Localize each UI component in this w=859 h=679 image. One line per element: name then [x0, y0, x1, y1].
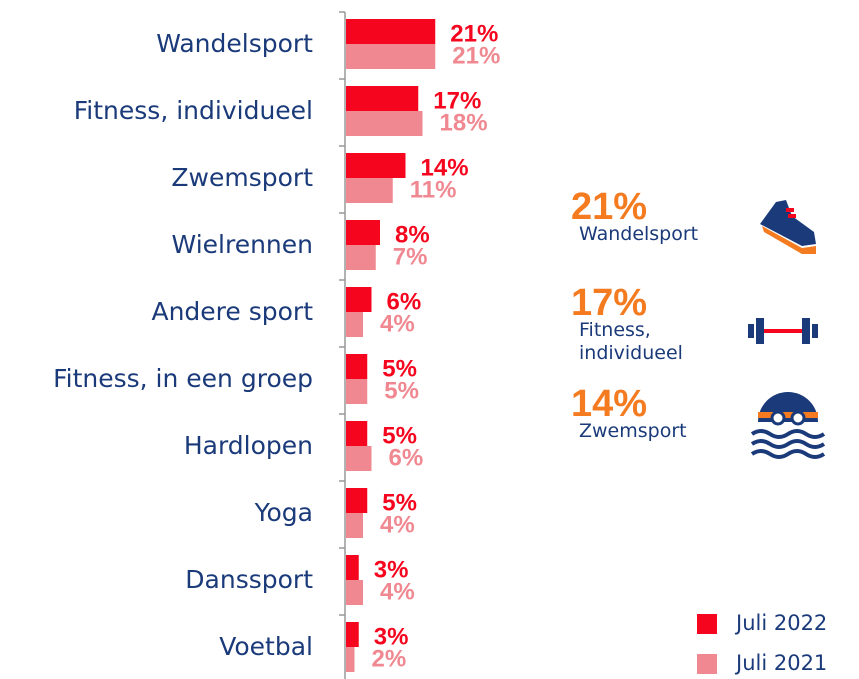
value-label: 6%	[387, 288, 422, 315]
category-label: Wandelsport	[156, 29, 313, 58]
value-label: 4%	[380, 511, 415, 538]
bar	[346, 379, 368, 404]
value-label: 4%	[380, 310, 415, 337]
bar	[346, 421, 368, 446]
category-label: Yoga	[254, 498, 313, 527]
value-label: 21%	[450, 20, 498, 47]
bar	[346, 580, 363, 605]
value-label: 6%	[389, 444, 424, 471]
legend-swatch	[697, 614, 717, 634]
category-label: Zwemsport	[171, 163, 313, 192]
value-label: 5%	[384, 377, 419, 404]
legend-label: Juli 2021	[734, 651, 827, 675]
value-label: 3%	[374, 623, 409, 650]
category-label: Danssport	[185, 565, 313, 594]
bar	[346, 513, 363, 538]
category-label: Andere sport	[151, 297, 313, 326]
category-label: Voetbal	[219, 632, 313, 661]
highlight-label: Zwemsport	[579, 420, 687, 442]
value-label: 7%	[393, 243, 428, 270]
swimmer-icon	[750, 392, 826, 459]
dumbbell-icon	[748, 318, 818, 344]
category-label: Fitness, in een groep	[53, 364, 313, 393]
highlight-value: 21%	[571, 186, 648, 228]
bar	[346, 647, 355, 672]
value-label: 14%	[421, 154, 469, 181]
highlight-value: 14%	[571, 383, 648, 425]
category-label: Fitness, individueel	[74, 96, 313, 125]
bar	[346, 178, 393, 203]
bar	[346, 354, 368, 379]
value-label: 21%	[452, 42, 500, 69]
value-label: 5%	[382, 489, 417, 516]
highlight-label: Wandelsport	[579, 223, 699, 245]
bar	[346, 312, 363, 337]
category-label: Hardlopen	[184, 431, 313, 460]
bar	[346, 44, 436, 69]
bar	[346, 622, 359, 647]
bar	[346, 287, 372, 312]
value-label: 18%	[440, 109, 488, 136]
value-label: 5%	[382, 355, 417, 382]
bar	[346, 555, 359, 580]
value-label: 2%	[372, 645, 407, 672]
value-label: 8%	[395, 221, 430, 248]
bar	[346, 19, 436, 44]
legend-swatch	[697, 654, 717, 674]
bar	[346, 488, 368, 513]
bar	[346, 111, 423, 136]
bar	[346, 446, 372, 471]
bar	[346, 220, 380, 245]
value-label: 4%	[380, 578, 415, 605]
value-label: 5%	[382, 422, 417, 449]
value-label: 17%	[433, 87, 481, 114]
value-label: 11%	[410, 176, 457, 203]
highlight-label: Fitness, individueel	[579, 319, 683, 364]
bar	[346, 245, 376, 270]
bar	[346, 153, 406, 178]
bar	[346, 86, 419, 111]
legend-label: Juli 2022	[734, 611, 827, 635]
category-label: Wielrennen	[172, 230, 313, 259]
highlight-value: 17%	[571, 282, 648, 324]
shoe-icon	[760, 200, 816, 254]
value-label: 3%	[374, 556, 409, 583]
